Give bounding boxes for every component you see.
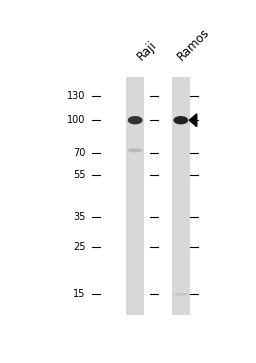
Text: 35: 35 [73, 212, 86, 221]
FancyBboxPatch shape [172, 77, 190, 315]
Text: 130: 130 [67, 91, 86, 101]
Text: Ramos: Ramos [175, 26, 212, 63]
Ellipse shape [173, 116, 188, 125]
Ellipse shape [128, 116, 143, 125]
Text: 100: 100 [67, 115, 86, 125]
FancyBboxPatch shape [126, 77, 144, 315]
Ellipse shape [128, 148, 143, 152]
Text: 15: 15 [73, 289, 86, 299]
Text: 55: 55 [73, 170, 86, 180]
Text: 25: 25 [73, 242, 86, 252]
Text: 70: 70 [73, 148, 86, 158]
Ellipse shape [173, 293, 188, 295]
Text: Raji: Raji [135, 38, 160, 63]
Polygon shape [189, 114, 197, 127]
